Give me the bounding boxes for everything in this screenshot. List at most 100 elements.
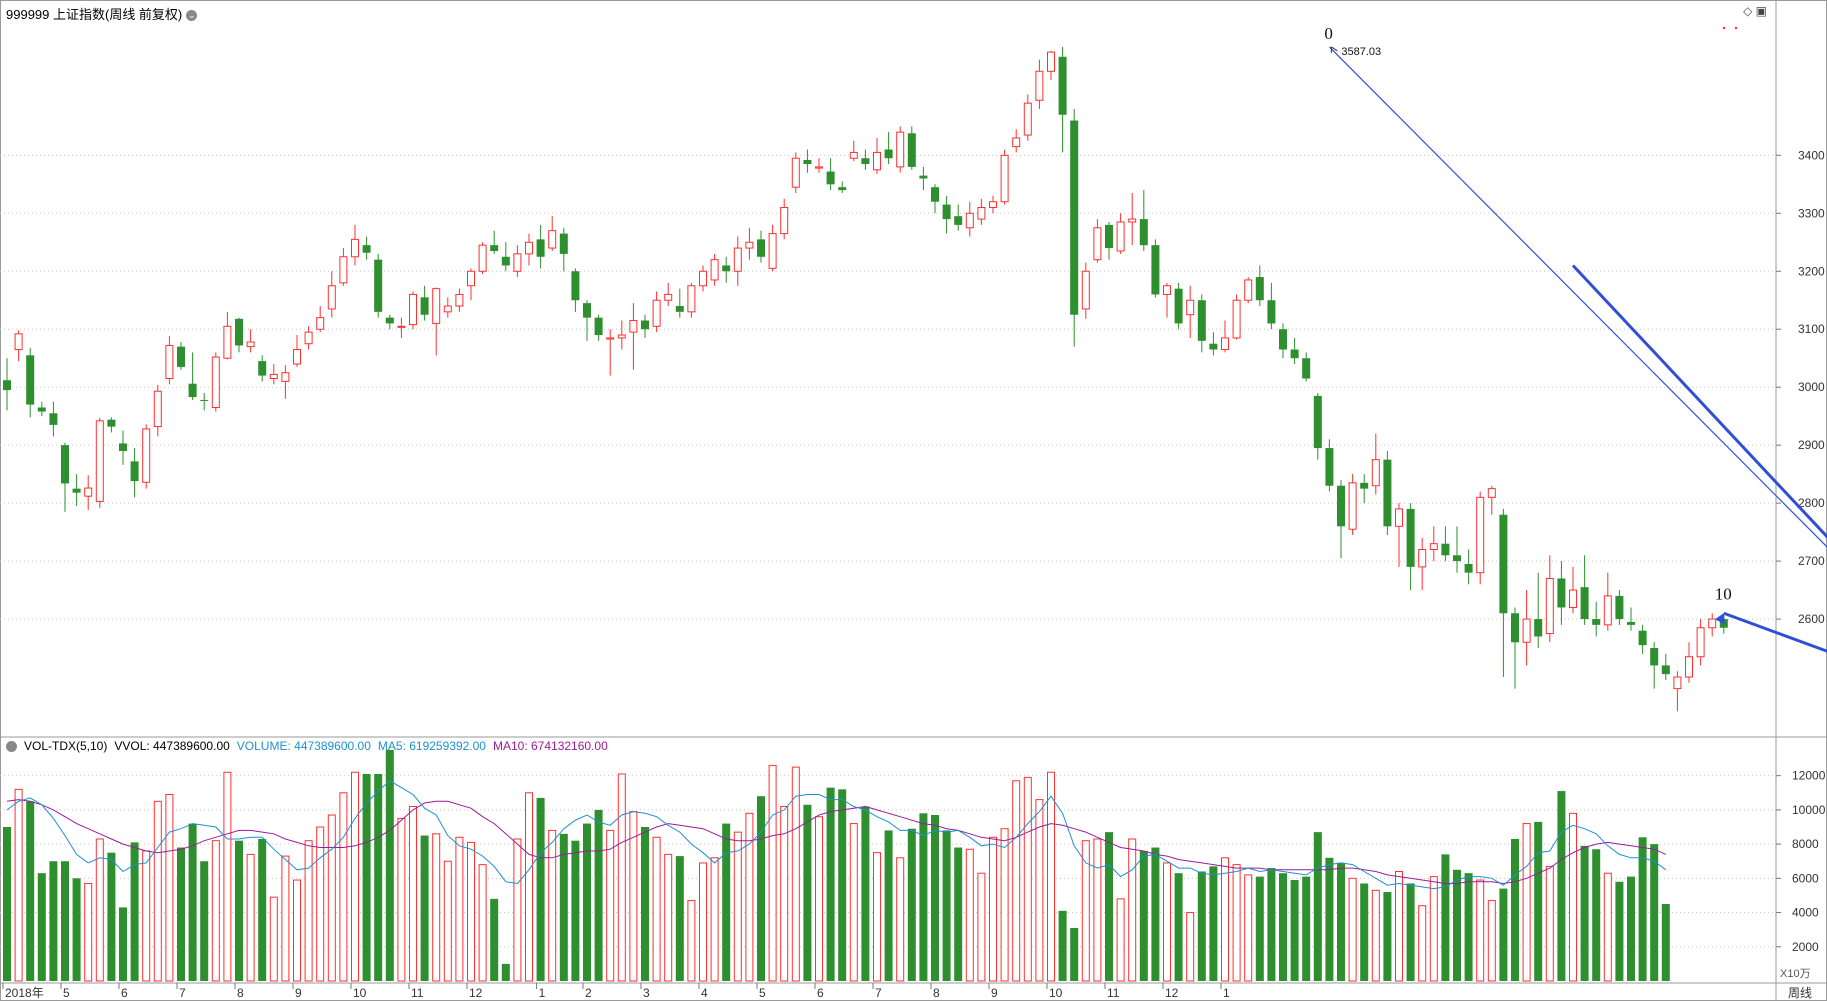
candle[interactable]: [687, 282, 696, 318]
candle[interactable]: [1012, 129, 1021, 153]
candle[interactable]: [548, 216, 557, 251]
volume-bar[interactable]: [1487, 900, 1496, 982]
candle[interactable]: [1000, 149, 1009, 205]
candle[interactable]: [571, 268, 580, 312]
volume-bar[interactable]: [861, 806, 870, 981]
candle[interactable]: [803, 149, 812, 173]
volume-bar[interactable]: [165, 793, 174, 982]
candle[interactable]: [826, 158, 835, 191]
candle[interactable]: [1650, 642, 1659, 689]
candle[interactable]: [954, 204, 963, 231]
volume-bar[interactable]: [1313, 832, 1322, 981]
volume-bar[interactable]: [1499, 888, 1508, 981]
candle[interactable]: [652, 291, 661, 333]
volume-bar[interactable]: [675, 856, 684, 981]
candle[interactable]: [722, 256, 731, 283]
candle[interactable]: [177, 341, 185, 370]
volume-bar[interactable]: [722, 823, 731, 981]
candle[interactable]: [989, 195, 997, 214]
volume-bar[interactable]: [733, 831, 742, 982]
volume-bar[interactable]: [1302, 876, 1311, 981]
candle[interactable]: [1476, 491, 1485, 585]
diamond-icon[interactable]: ◇: [1743, 4, 1753, 18]
candle[interactable]: [1383, 450, 1392, 536]
volume-bar[interactable]: [1209, 866, 1218, 981]
volume-bar[interactable]: [1337, 862, 1345, 981]
volume-bar[interactable]: [1615, 881, 1624, 981]
candle[interactable]: [1093, 219, 1102, 263]
volume-bar[interactable]: [130, 842, 139, 981]
candle[interactable]: [1244, 277, 1253, 304]
candle[interactable]: [536, 224, 545, 269]
candle[interactable]: [14, 330, 23, 362]
volume-bar[interactable]: [235, 840, 243, 981]
volume-bar[interactable]: [37, 873, 46, 981]
volume-bar[interactable]: [1105, 832, 1113, 981]
volume-bar[interactable]: [849, 823, 858, 982]
volume-bar[interactable]: [942, 830, 951, 981]
volume-bar[interactable]: [1453, 869, 1461, 981]
volume-bar[interactable]: [536, 797, 545, 981]
volume-bar[interactable]: [1139, 850, 1148, 981]
volume-bar[interactable]: [501, 963, 510, 981]
candle[interactable]: [501, 242, 510, 272]
volume-bar[interactable]: [1047, 771, 1055, 982]
volume-bar[interactable]: [1371, 889, 1380, 982]
candle[interactable]: [699, 265, 707, 292]
volume-bar[interactable]: [1023, 776, 1032, 982]
candle[interactable]: [675, 288, 684, 318]
volume-bar[interactable]: [1580, 845, 1589, 981]
candle[interactable]: [385, 314, 394, 330]
candle[interactable]: [965, 201, 974, 237]
candle[interactable]: [1453, 526, 1461, 573]
candle[interactable]: [745, 227, 754, 260]
volume-bar[interactable]: [409, 805, 417, 982]
volume-bar[interactable]: [1418, 905, 1427, 982]
volume-bar[interactable]: [1128, 838, 1137, 982]
candle[interactable]: [1302, 352, 1311, 382]
candle[interactable]: [420, 285, 429, 321]
volume-bar[interactable]: [873, 852, 881, 982]
volume-bar[interactable]: [1534, 821, 1543, 981]
volume-bar[interactable]: [72, 878, 81, 981]
candle[interactable]: [95, 417, 104, 508]
volume-bar[interactable]: [351, 771, 359, 982]
candle[interactable]: [1232, 294, 1241, 340]
candle[interactable]: [757, 230, 765, 263]
candle[interactable]: [281, 365, 290, 399]
candle[interactable]: [977, 198, 986, 225]
volume-bar[interactable]: [710, 857, 719, 982]
volume-bar[interactable]: [513, 838, 522, 982]
candle[interactable]: [1406, 503, 1415, 591]
volume-bar[interactable]: [1476, 879, 1485, 982]
candle[interactable]: [1279, 323, 1287, 359]
candle[interactable]: [1035, 59, 1044, 109]
candle[interactable]: [1592, 601, 1601, 637]
volume-bar[interactable]: [3, 827, 11, 981]
volume-bar[interactable]: [1255, 876, 1264, 981]
volume-bar[interactable]: [281, 855, 290, 982]
volume-bar[interactable]: [1511, 838, 1519, 981]
settings-circle-icon[interactable]: ⌄: [186, 10, 198, 22]
candle[interactable]: [1673, 671, 1682, 712]
volume-bar[interactable]: [153, 800, 162, 982]
volume-bar[interactable]: [374, 773, 383, 981]
volume-bar[interactable]: [838, 789, 847, 981]
volume-bar[interactable]: [177, 847, 185, 981]
volume-bar[interactable]: [559, 833, 568, 981]
volume-bar[interactable]: [954, 847, 963, 981]
candle[interactable]: [443, 297, 452, 318]
volume-bar[interactable]: [258, 838, 267, 981]
candle[interactable]: [1105, 221, 1113, 260]
candle[interactable]: [907, 126, 916, 170]
candles-layer[interactable]: [3, 46, 1728, 712]
volume-bar[interactable]: [1000, 828, 1009, 982]
volume-bar[interactable]: [478, 864, 487, 982]
volume-bar[interactable]: [26, 801, 35, 981]
candle[interactable]: [838, 181, 847, 194]
volume-bar[interactable]: [188, 823, 197, 981]
volume-bar[interactable]: [269, 896, 278, 982]
volume-bar[interactable]: [490, 898, 499, 981]
candle[interactable]: [733, 236, 742, 286]
volume-bar[interactable]: [95, 838, 104, 982]
